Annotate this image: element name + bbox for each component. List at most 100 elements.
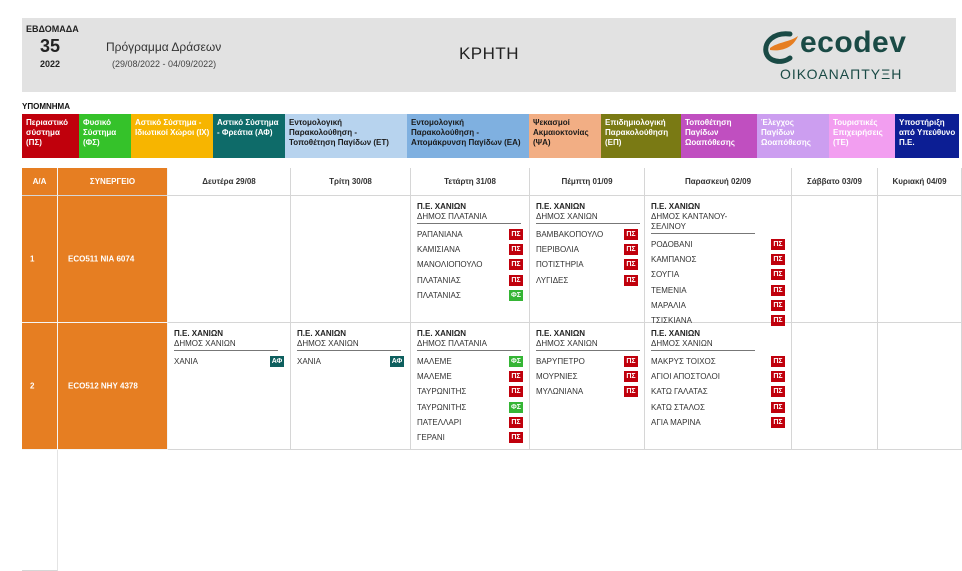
location-row: ΠΑΤΕΛΛΑΡΙ ΠΣ [417, 416, 523, 432]
location-name: ΜΥΛΩΝΙΑΝΑ [536, 387, 584, 397]
location-row: ΛΥΓΙΔΕΣ ΠΣ [536, 274, 638, 290]
location-row: ΜΥΛΩΝΙΑΝΑ ΠΣ [536, 386, 638, 401]
location-name: ΑΓΙΟΙ ΑΠΟΣΤΟΛΟΙ [651, 372, 720, 382]
activity-code-badge: ΠΣ [771, 284, 785, 296]
regional-unit: Π.Ε. ΧΑΝΙΩΝ [536, 329, 586, 338]
column-header-aa: Α/Α [22, 168, 58, 196]
location-row: ΠΟΤΙΣΤΗΡΙΑ ΠΣ [536, 259, 638, 274]
location-name: ΜΑΡΑΛΙΑ [651, 300, 686, 310]
location-row: ΒΑΜΒΑΚΟΠΟΥΛΟ ΠΣ [536, 229, 638, 244]
ecodev-logo: ecodev ΟΙΚΟΑΝΑΠΤΥΞΗ [756, 26, 936, 86]
day-cell[interactable]: Π.Ε. ΧΑΝΙΩΝ ΔΗΜΟΣ ΧΑΝΙΩΝ ΒΑΜΒΑΚΟΠΟΥΛΟ ΠΣ ΠΕΡ… [530, 196, 645, 323]
week-label: ΕΒΔΟΜΑΔΑ [26, 24, 79, 34]
day-cell[interactable]: Π.Ε. ΧΑΝΙΩΝ ΔΗΜΟΣ ΧΑΝΙΩΝ ΧΑΝΙΑ ΑΦ [291, 323, 411, 450]
activity-code-badge: ΠΣ [624, 356, 638, 367]
activity-code-badge: ΠΣ [509, 229, 523, 240]
day-cell[interactable] [168, 196, 291, 323]
day-cell[interactable]: Π.Ε. ΧΑΝΙΩΝ ΔΗΜΟΣ ΠΛΑΤΑΝΙΑ ΡΑΠΑΝΙΑΝΑ ΠΣ ΚΑΜΙ… [411, 196, 530, 323]
location-row: ΓΕΡΑΝΙ ΠΣ [417, 431, 523, 447]
regional-unit: Π.Ε. ΧΑΝΙΩΝ [174, 329, 224, 338]
location-name: ΤΑΥΡΩΝΙΤΗΣ [417, 387, 467, 397]
column-header-day: Τετάρτη 31/08 [411, 168, 530, 196]
day-cell[interactable]: Π.Ε. ΧΑΝΙΩΝ ΔΗΜΟΣ ΧΑΝΙΩΝ ΒΑΡΥΠΕΤΡΟ ΠΣ ΜΟΥΡΝΙ… [530, 323, 645, 450]
day-cell[interactable]: Π.Ε. ΧΑΝΙΩΝ ΔΗΜΟΣ ΚΑΝΤΑΝΟΥ-ΣΕΛΙΝΟΥ ΡΟΔΟΒΑΝ… [645, 196, 792, 326]
location-name: ΠΕΡΙΒΟΛΙΑ [536, 245, 579, 255]
activity-code-badge: ΠΣ [771, 314, 785, 326]
team-name: ECO512 ΝΗΥ 4378 [68, 381, 138, 391]
location-name: ΠΑΤΕΛΛΑΡΙ [417, 417, 462, 427]
location-row: ΠΕΡΙΒΟΛΙΑ ΠΣ [536, 244, 638, 259]
day-cell[interactable] [792, 196, 878, 323]
location-name: ΣΟΥΓΙΑ [651, 270, 680, 280]
activity-block: Π.Ε. ΧΑΝΙΩΝ ΔΗΜΟΣ ΧΑΝΙΩΝ ΒΑΜΒΑΚΟΠΟΥΛΟ ΠΣ ΠΕΡ… [536, 202, 640, 290]
column-header-day: Πέμπτη 01/09 [530, 168, 645, 196]
legend-item: Επιδημιολογική Παρακολούθηση (ΕΠ) [601, 114, 681, 158]
activity-code-badge: ΠΣ [771, 254, 785, 266]
activity-code-badge: ΠΣ [624, 386, 638, 398]
activity-code-badge: ΠΣ [771, 416, 785, 428]
logo-subtitle: ΟΙΚΟΑΝΑΠΤΥΞΗ [780, 66, 903, 82]
activity-code-badge: ΠΣ [509, 371, 523, 383]
location-name: ΠΛΑΤΑΝΙΑΣ [417, 275, 461, 285]
municipality: ΔΗΜΟΣ ΧΑΝΙΩΝ [651, 339, 755, 351]
location-name: ΡΑΠΑΝΙΑΝΑ [417, 230, 463, 239]
activity-block: Π.Ε. ΧΑΝΙΩΝ ΔΗΜΟΣ ΧΑΝΙΩΝ ΜΑΚΡΥΣ ΤΟΙΧΟΣ ΠΣ ΑΓ… [651, 329, 785, 432]
location-name: ΚΑΜΙΣΙΑΝΑ [417, 245, 461, 255]
program-dates: (29/08/2022 - 04/09/2022) [112, 59, 217, 69]
activity-block: Π.Ε. ΧΑΝΙΩΝ ΔΗΜΟΣ ΠΛΑΤΑΝΙΑ ΡΑΠΑΝΙΑΝΑ ΠΣ ΚΑΜΙ… [417, 202, 523, 305]
location-row: ΜΑΝΟΛΙΟΠΟΥΛΟ ΠΣ [417, 259, 523, 274]
ecodev-leaf-icon [763, 31, 798, 64]
team-name: ECO511 ΝΙΑ 6074 [68, 254, 135, 264]
location-name: ΠΛΑΤΑΝΙΑΣ [417, 290, 461, 300]
column-header-day: Παρασκευή 02/09 [645, 168, 792, 196]
legend-title: ΥΠΟΜΝΗΜΑ [22, 102, 70, 111]
column-header-day: Σάββατο 03/09 [792, 168, 878, 196]
legend-item: Τουριστικές Επιχειρήσεις (ΤΕ) [829, 114, 895, 158]
activity-code-badge: ΠΣ [624, 229, 638, 240]
regional-unit: Π.Ε. ΧΑΝΙΩΝ [651, 202, 701, 211]
location-row: ΠΛΑΤΑΝΙΑΣ ΠΣ [417, 274, 523, 290]
column-header-day: Τρίτη 30/08 [291, 168, 411, 196]
location-row: ΚΑΤΩ ΓΑΛΑΤΑΣ ΠΣ [651, 386, 785, 401]
location-name: ΜΑΝΟΛΙΟΠΟΥΛΟ [417, 260, 483, 270]
regional-unit: Π.Ε. ΧΑΝΙΩΝ [536, 202, 586, 211]
day-cell[interactable]: Π.Ε. ΧΑΝΙΩΝ ΔΗΜΟΣ ΠΛΑΤΑΝΙΑ ΜΑΛΕΜΕ ΦΣ ΜΑΛΕΜΕ Π… [411, 323, 530, 450]
activity-code-badge: ΠΣ [624, 244, 638, 256]
legend-item: Αστικό Σύστημα - Ιδιωτικοί Χώροι (ΙΧ) [131, 114, 213, 158]
location-name: ΤΣΙΣΚΙΑΝΑ [651, 315, 693, 325]
regional-unit: Π.Ε. ΧΑΝΙΩΝ [417, 329, 467, 338]
location-name: ΚΑΤΩ ΣΤΑΛΟΣ [651, 402, 705, 412]
location-name: ΠΟΤΙΣΤΗΡΙΑ [536, 260, 584, 270]
day-cell[interactable]: Π.Ε. ΧΑΝΙΩΝ ΔΗΜΟΣ ΧΑΝΙΩΝ ΜΑΚΡΥΣ ΤΟΙΧΟΣ ΠΣ ΑΓ… [645, 323, 792, 450]
activity-code-badge: ΠΣ [509, 259, 523, 271]
location-name: ΜΟΥΡΝΙΕΣ [536, 372, 578, 382]
column-header-day: Κυριακή 04/09 [878, 168, 962, 196]
team-name-cell: ECO511 ΝΙΑ 6074 [58, 196, 168, 323]
activity-code-badge: ΠΣ [509, 431, 523, 443]
program-title: Πρόγραμμα Δράσεων [106, 40, 222, 54]
day-cell[interactable] [291, 196, 411, 323]
activity-code-badge: ΠΣ [771, 356, 785, 367]
day-cell[interactable]: Π.Ε. ΧΑΝΙΩΝ ΔΗΜΟΣ ΧΑΝΙΩΝ ΧΑΝΙΑ ΑΦ [168, 323, 291, 450]
day-cell[interactable] [792, 323, 878, 450]
activity-code-badge: ΠΣ [509, 386, 523, 398]
location-row: ΤΕΜΕΝΙΑ ΠΣ [651, 284, 785, 300]
activity-code-badge: ΦΣ [509, 356, 523, 367]
location-name: ΓΕΡΑΝΙ [417, 432, 445, 442]
location-row: ΡΟΔΟΒΑΝΙ ΠΣ [651, 239, 785, 254]
empty-area [22, 450, 58, 571]
location-row: ΒΑΡΥΠΕΤΡΟ ΠΣ [536, 356, 638, 371]
location-row: ΧΑΝΙΑ ΑΦ [174, 356, 284, 371]
day-cell[interactable] [878, 196, 962, 323]
location-row: ΚΑΤΩ ΣΤΑΛΟΣ ΠΣ [651, 401, 785, 417]
municipality: ΔΗΜΟΣ ΚΑΝΤΑΝΟΥ-ΣΕΛΙΝΟΥ [651, 212, 755, 234]
legend-item: Υποστήριξη από Υπεύθυνο Π.Ε. [895, 114, 959, 158]
location-row: ΜΑΚΡΥΣ ΤΟΙΧΟΣ ΠΣ [651, 356, 785, 371]
logo-word: ecodev [800, 26, 907, 59]
location-row: ΜΟΥΡΝΙΕΣ ΠΣ [536, 371, 638, 386]
location-row: ΡΑΠΑΝΙΑΝΑ ΠΣ [417, 229, 523, 244]
day-cell[interactable] [878, 323, 962, 450]
activity-code-badge: ΠΣ [771, 239, 785, 250]
activity-block: Π.Ε. ΧΑΝΙΩΝ ΔΗΜΟΣ ΧΑΝΙΩΝ ΧΑΝΙΑ ΑΦ [297, 329, 404, 371]
activity-code-badge: ΦΣ [509, 289, 523, 301]
